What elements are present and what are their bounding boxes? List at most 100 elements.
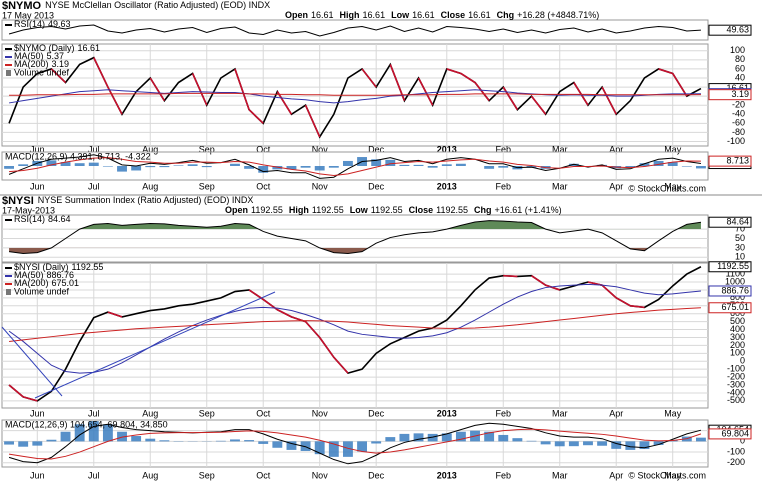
quote-label: High <box>289 205 309 215</box>
histogram-bar <box>286 166 297 170</box>
quote-value: 1192.55 <box>436 205 468 215</box>
quote-label: Close <box>441 10 466 20</box>
y-tick-label: 40 <box>735 72 745 82</box>
y-tick-label: -40 <box>732 109 745 119</box>
x-tick-label: Oct <box>256 144 271 154</box>
histogram-bar <box>60 162 71 166</box>
x-tick-label: Aug <box>142 181 158 191</box>
quote-value: 16.61 <box>412 10 435 20</box>
y-tick-label: -100 <box>727 136 745 146</box>
histogram-bar <box>131 436 142 442</box>
panel-frame <box>1 43 709 147</box>
oversold-fill <box>9 247 701 254</box>
value-box-label: 1192.55 <box>717 261 749 271</box>
x-tick-label: Dec <box>368 181 385 191</box>
histogram-bar <box>159 166 170 168</box>
x-tick-label: 2013 <box>437 144 457 154</box>
y-tick-label: 1000 <box>725 276 745 286</box>
series-line <box>8 24 701 37</box>
y-tick-label: 60 <box>735 63 745 73</box>
down-segment <box>234 68 250 110</box>
x-tick-label: Jul <box>88 144 100 154</box>
histogram-bar <box>32 441 43 446</box>
down-segment <box>107 311 123 318</box>
histogram-bar <box>88 421 99 442</box>
y-tick-label: 0 <box>740 356 745 366</box>
x-tick-label: Sep <box>199 408 215 418</box>
panels: 49.63RSI(14)49.63100806040200-20-40-60-8… <box>1 0 752 480</box>
down-segment <box>672 73 688 97</box>
histogram-bar <box>484 431 495 442</box>
trend-line <box>34 291 276 399</box>
legend-entry: MA(50) 5.37 <box>14 51 64 61</box>
histogram-bar <box>328 166 339 168</box>
quote-label: High <box>340 10 360 20</box>
y-tick-label: 300 <box>730 332 745 342</box>
value-box-label: 675.01 <box>721 302 749 312</box>
down-segment <box>50 68 67 84</box>
source: © StockCharts.com <box>628 183 706 193</box>
legend-note: Volume undef <box>14 67 70 77</box>
histogram-bar <box>145 166 156 168</box>
x-tick-label: Feb <box>496 408 512 418</box>
series-line <box>9 92 701 96</box>
y-tick-label: -200 <box>727 371 745 381</box>
value-box-label: 8.713 <box>726 155 749 165</box>
histogram-bar <box>258 441 269 444</box>
x-tick-label: Feb <box>496 144 512 154</box>
value-box <box>708 89 752 101</box>
histogram-bar <box>455 431 466 442</box>
legend-entry: MA(200) 675.01 <box>14 278 79 288</box>
panel-frame <box>1 262 709 409</box>
quote-value: 1192.55 <box>371 205 403 215</box>
chart-title: $NYMO NYSE McClellan Oscillator (Ratio Ad… <box>2 0 270 12</box>
y-tick-label: 800 <box>730 292 745 302</box>
down-segment <box>460 72 476 84</box>
histogram-bar <box>625 166 636 168</box>
histogram-bar <box>540 441 551 445</box>
histogram-bar <box>554 441 565 447</box>
x-tick-label: Nov <box>312 408 329 418</box>
x-tick-label: Jun <box>30 181 45 191</box>
x-tick-label: Dec <box>368 470 385 480</box>
x-tick-label: Oct <box>256 408 271 418</box>
x-tick-label: Aug <box>142 144 158 154</box>
quote-label: Chg <box>497 10 515 20</box>
y-tick-label: -200 <box>727 457 745 467</box>
quote-label: Open <box>285 10 308 20</box>
histogram-bar <box>60 431 71 442</box>
histogram-bar <box>328 441 339 457</box>
chart-date: 17-May-2013 <box>2 205 55 215</box>
series-line <box>8 422 702 465</box>
quote-value: +16.61 (+1.41%) <box>495 205 562 215</box>
y-tick-label: -300 <box>727 379 745 389</box>
x-tick-label: Sep <box>199 144 215 154</box>
histogram-bar <box>413 433 424 442</box>
legend-entry: $NYSI (Daily) 1192.55 <box>14 262 103 272</box>
value-box-label: 3.19 <box>731 89 749 99</box>
x-tick-label: Feb <box>496 470 512 480</box>
histogram-bar <box>230 439 240 442</box>
legend-value: 1192.55 <box>72 262 104 272</box>
x-tick-label: Nov <box>312 144 329 154</box>
histogram-bar <box>230 163 240 166</box>
histogram-bar <box>46 439 57 442</box>
down-segment <box>503 274 518 278</box>
histogram-bar <box>102 424 113 442</box>
histogram-bar <box>427 166 438 168</box>
legend-entry: MA(200) 3.19 <box>14 59 69 69</box>
histogram-bar <box>187 164 198 166</box>
down-segment <box>545 284 560 291</box>
down-segment <box>615 297 631 307</box>
legend-name: $NYSI (Daily) <box>14 262 69 272</box>
y-tick-label: -60 <box>732 118 745 128</box>
down-segment <box>417 77 434 106</box>
x-tick-label: May <box>664 181 682 191</box>
histogram-bar <box>4 166 15 169</box>
down-segment <box>8 384 24 398</box>
y-tick-label: 50 <box>735 233 745 243</box>
x-tick-label: Oct <box>256 181 271 191</box>
down-segment <box>601 284 617 299</box>
legend-swatch <box>6 70 11 76</box>
histogram-bar <box>74 424 85 442</box>
